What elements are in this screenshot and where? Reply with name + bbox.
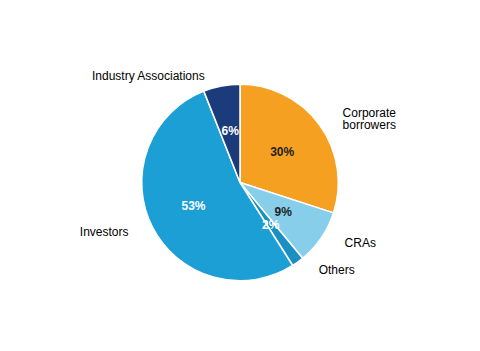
svg-text:53%: 53%	[182, 199, 206, 213]
svg-text:CRAs: CRAs	[345, 236, 376, 250]
svg-text:30%: 30%	[270, 145, 294, 159]
svg-text:Investors: Investors	[80, 225, 129, 239]
svg-text:2%: 2%	[262, 218, 280, 232]
svg-text:Others: Others	[319, 263, 355, 277]
svg-text:borrowers: borrowers	[343, 118, 396, 132]
svg-text:9%: 9%	[274, 204, 292, 219]
svg-text:6%: 6%	[222, 124, 240, 138]
svg-text:Industry Associations: Industry Associations	[92, 69, 205, 83]
svg-text:Corporate: Corporate	[342, 105, 396, 120]
